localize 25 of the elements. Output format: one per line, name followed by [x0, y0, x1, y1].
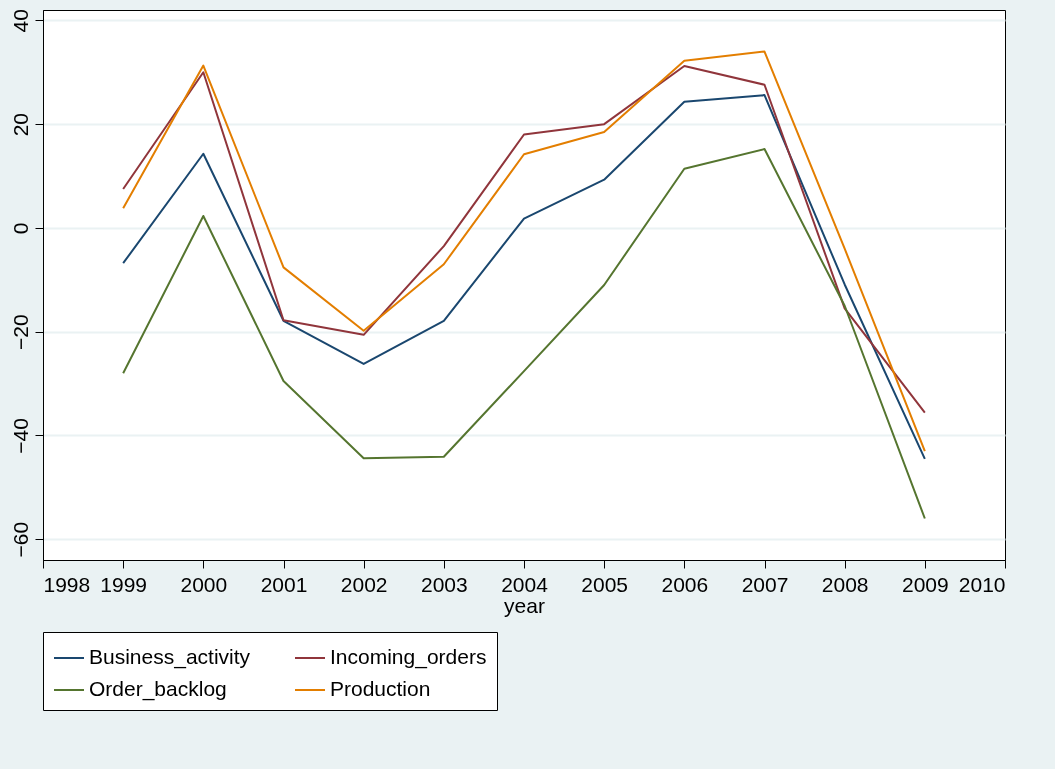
x-axis-title: year — [504, 593, 545, 617]
x-tick-label: 1998 — [43, 572, 91, 596]
x-tick-label: 2005 — [581, 572, 629, 596]
y-tick-label: −20 — [8, 314, 32, 351]
x-tick-label: 2002 — [340, 572, 388, 596]
x-tick-label: 1999 — [100, 572, 148, 596]
y-tick-label: −40 — [8, 418, 32, 454]
x-tick-label: 2010 — [958, 572, 1006, 596]
x-tick-label: 2004 — [501, 572, 549, 596]
y-tick-label: −60 — [8, 521, 32, 558]
y-tick-label: 20 — [8, 112, 32, 137]
y-tick-label: 0 — [8, 222, 32, 235]
x-tick-label: 2001 — [260, 572, 308, 596]
legend-label: Production — [330, 677, 431, 700]
legend-label: Business_activity — [89, 645, 251, 669]
x-tick-label: 2009 — [901, 572, 949, 596]
legend-label: Incoming_orders — [330, 645, 487, 669]
x-tick-label: 2008 — [821, 572, 869, 596]
y-tick-label: 40 — [8, 9, 32, 33]
x-tick-label: 2003 — [420, 572, 468, 596]
x-tick-label: 2000 — [180, 572, 228, 596]
legend-label: Order_backlog — [89, 677, 227, 701]
x-tick-label: 2007 — [741, 572, 789, 596]
x-tick-label: 2006 — [661, 572, 709, 596]
line-series — [122, 148, 926, 520]
